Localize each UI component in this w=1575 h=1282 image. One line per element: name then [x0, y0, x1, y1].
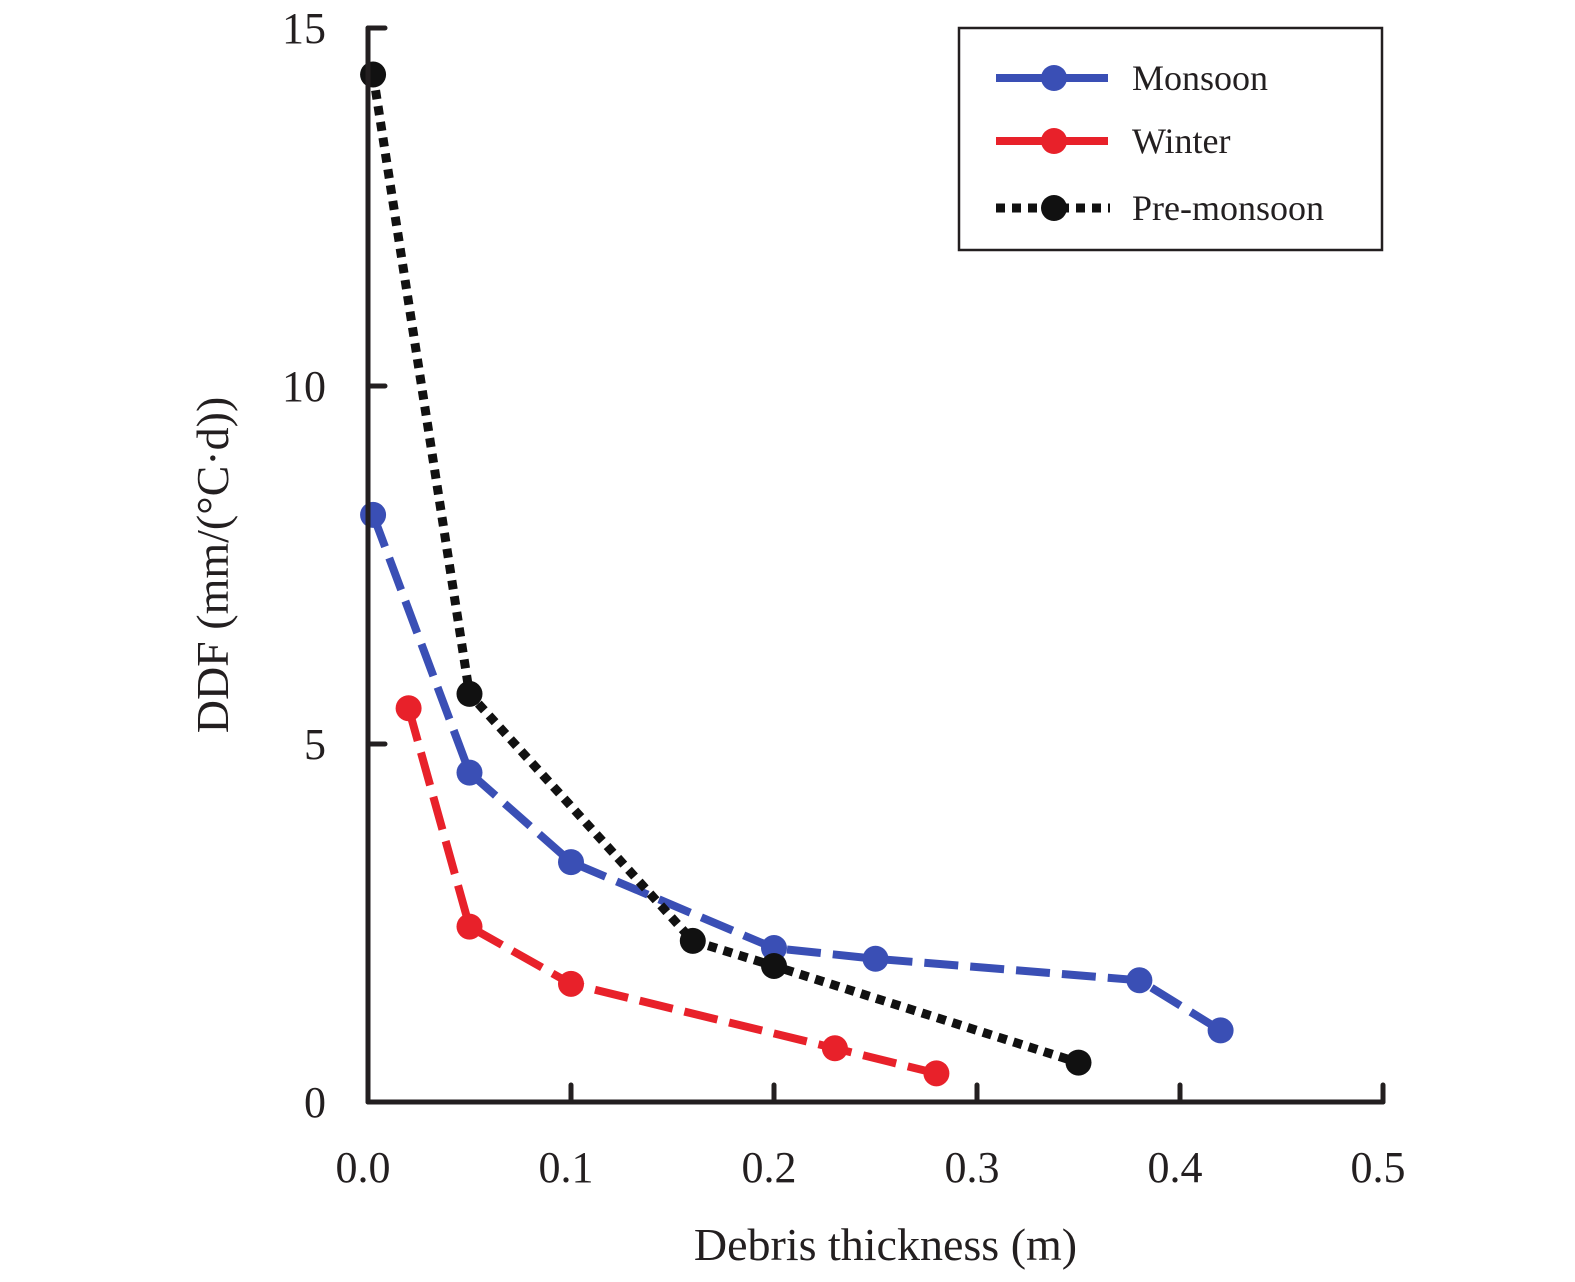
series-line — [404, 707, 938, 1078]
legend-marker-swatch — [1041, 128, 1067, 154]
legend-item: Winter — [996, 121, 1231, 161]
data-point — [558, 849, 584, 876]
data-point — [360, 61, 387, 88]
legend-item: Pre-monsoon — [996, 188, 1324, 228]
series-line — [369, 513, 1223, 1034]
legend-marker-swatch — [1041, 65, 1067, 91]
x-tick-label: 0.0 — [336, 1143, 391, 1192]
data-point — [456, 759, 483, 786]
data-point — [456, 913, 483, 940]
x-tick-label: 0.5 — [1351, 1143, 1406, 1192]
x-tick-label: 0.3 — [945, 1143, 1000, 1192]
legend-label: Monsoon — [1132, 58, 1268, 98]
data-point — [360, 501, 387, 528]
legend-label: Pre-monsoon — [1132, 188, 1324, 228]
y-axis-title: DDF (mm/(°C·d)) — [187, 397, 238, 734]
y-tick-label: 5 — [304, 720, 326, 769]
data-point — [862, 945, 889, 972]
data-point — [923, 1060, 950, 1087]
x-tick-label: 0.1 — [539, 1143, 594, 1192]
y-tick-label: 15 — [282, 4, 326, 53]
series-line — [368, 73, 1080, 1067]
data-point — [456, 680, 483, 707]
legend-items: Monsoon Winter Pre-monsoon — [996, 58, 1324, 228]
data-point — [1065, 1049, 1092, 1076]
legend: Monsoon Winter Pre-monsoon — [957, 26, 1384, 252]
legend-item: Monsoon — [996, 58, 1268, 98]
x-tick-label: 0.4 — [1148, 1143, 1203, 1192]
data-point — [1207, 1017, 1234, 1044]
axes-layer — [365, 25, 1386, 1105]
data-point — [761, 952, 787, 979]
y-tick-label: 10 — [282, 362, 326, 411]
series-monsoon — [360, 501, 1234, 1044]
data-point — [679, 927, 706, 954]
legend-marker-swatch — [1041, 195, 1067, 221]
data-point — [761, 935, 787, 962]
legend-label: Winter — [1132, 121, 1231, 161]
data-point — [821, 1035, 848, 1062]
data-point — [558, 970, 584, 997]
data-point — [395, 695, 422, 722]
series-layer — [360, 61, 1234, 1087]
ticks-layer: 0 5 10 15 0.0 0.1 0.2 0.3 0.4 0.5 — [282, 4, 1406, 1192]
x-axis-title: Debris thickness (m) — [694, 1219, 1077, 1270]
data-point — [1126, 967, 1153, 994]
x-tick-label: 0.2 — [742, 1143, 797, 1192]
series-winter — [395, 695, 950, 1087]
y-tick-label: 0 — [304, 1078, 326, 1127]
